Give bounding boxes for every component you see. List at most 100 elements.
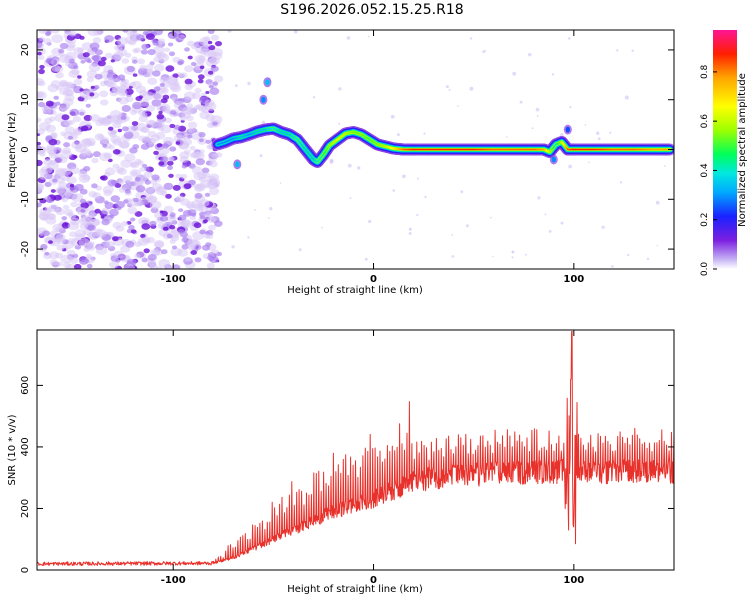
noise-blob <box>50 259 58 265</box>
noise-blob <box>215 41 222 46</box>
noise-blob <box>109 261 119 268</box>
y-tick-label: 200 <box>20 499 31 518</box>
noise-blob <box>177 249 188 257</box>
x-tick-label: 100 <box>563 575 584 586</box>
noise-blob <box>114 45 123 51</box>
noise-blob <box>135 242 142 247</box>
noise-blob <box>173 185 181 191</box>
noise-blob <box>104 115 115 123</box>
noise-blob <box>146 33 155 40</box>
noise-blob <box>63 142 70 147</box>
noise-dot <box>492 256 494 258</box>
noise-dot <box>347 36 351 40</box>
noise-blob <box>80 223 88 229</box>
noise-blob <box>51 65 60 72</box>
noise-blob <box>141 44 149 50</box>
noise-blob <box>113 149 121 155</box>
noise-dot <box>470 37 472 39</box>
noise-blob <box>162 106 169 111</box>
noise-blob <box>137 160 144 165</box>
noise-blob <box>216 252 222 256</box>
y-tick-label: 0 <box>20 567 31 573</box>
noise-blob <box>121 116 127 120</box>
noise-blob <box>133 198 139 202</box>
noise-dot <box>537 115 539 117</box>
spectrogram-y-label: Frequency (Hz) <box>7 112 18 188</box>
noise-blob <box>128 39 137 46</box>
noise-dot <box>609 132 611 134</box>
noise-dot <box>627 254 629 256</box>
noise-blob <box>68 136 73 140</box>
noise-blob <box>104 190 113 197</box>
noise-blob <box>100 99 108 105</box>
noise-blob <box>184 65 193 72</box>
noise-blob <box>161 98 168 103</box>
spectrogram-x-label: Height of straight line (km) <box>287 285 423 296</box>
noise-blob <box>154 86 161 91</box>
noise-dot <box>506 136 508 138</box>
noise-blob <box>214 75 223 82</box>
noise-dot <box>228 29 232 33</box>
noise-blob <box>170 239 176 244</box>
noise-blob <box>184 183 192 189</box>
colorbar-tick-label: 0.0 <box>700 262 710 277</box>
noise-blob <box>159 161 165 165</box>
noise-dot <box>392 189 395 192</box>
ridge-glitch-core <box>552 157 556 163</box>
noise-dot <box>536 108 540 112</box>
noise-blob <box>136 34 144 40</box>
noise-blob <box>116 167 125 174</box>
ridge-glitch-core <box>566 127 570 133</box>
noise-blob <box>39 37 45 42</box>
ridge-glitch-core <box>235 161 239 167</box>
noise-blob <box>146 105 155 112</box>
noise-blob <box>45 135 52 140</box>
noise-blob <box>122 58 130 64</box>
noise-blob <box>148 254 157 261</box>
noise-dot <box>409 232 412 235</box>
noise-blob <box>102 144 107 148</box>
noise-blob <box>158 53 169 62</box>
noise-dot <box>368 220 371 223</box>
noise-blob <box>195 257 202 262</box>
noise-blob <box>104 200 109 204</box>
noise-dot <box>569 106 571 108</box>
noise-blob <box>118 89 128 97</box>
noise-blob <box>46 59 52 64</box>
noise-blob <box>125 189 131 194</box>
noise-blob <box>39 65 45 69</box>
noise-blob <box>194 151 203 158</box>
noise-blob <box>120 160 131 168</box>
noise-blob <box>39 169 48 176</box>
noise-blob <box>74 184 83 191</box>
colorbar-gradient <box>713 30 737 269</box>
noise-blob <box>79 174 90 183</box>
noise-blob <box>69 31 77 37</box>
noise-blob <box>208 225 216 231</box>
noise-blob <box>114 118 122 124</box>
noise-blob <box>132 121 138 126</box>
noise-blob <box>106 241 115 248</box>
noise-blob <box>118 180 124 185</box>
noise-blob <box>46 217 57 225</box>
noise-blob <box>42 230 50 236</box>
noise-blob <box>118 129 122 132</box>
noise-blob <box>208 71 213 75</box>
noise-blob <box>169 146 176 151</box>
noise-blob <box>187 103 193 108</box>
noise-blob <box>189 244 196 249</box>
noise-dot <box>231 245 234 248</box>
noise-blob <box>154 120 165 128</box>
noise-blob <box>92 192 101 199</box>
noise-blob <box>59 54 71 63</box>
noise-blob <box>35 202 42 207</box>
noise-blob <box>111 59 115 62</box>
noise-blob <box>77 207 88 215</box>
noise-blob <box>61 150 72 159</box>
noise-blob <box>62 114 70 120</box>
colorbar-tick-label: 0.4 <box>700 163 710 178</box>
noise-blob <box>205 242 211 247</box>
noise-blob <box>172 246 177 250</box>
noise-blob <box>67 42 76 49</box>
